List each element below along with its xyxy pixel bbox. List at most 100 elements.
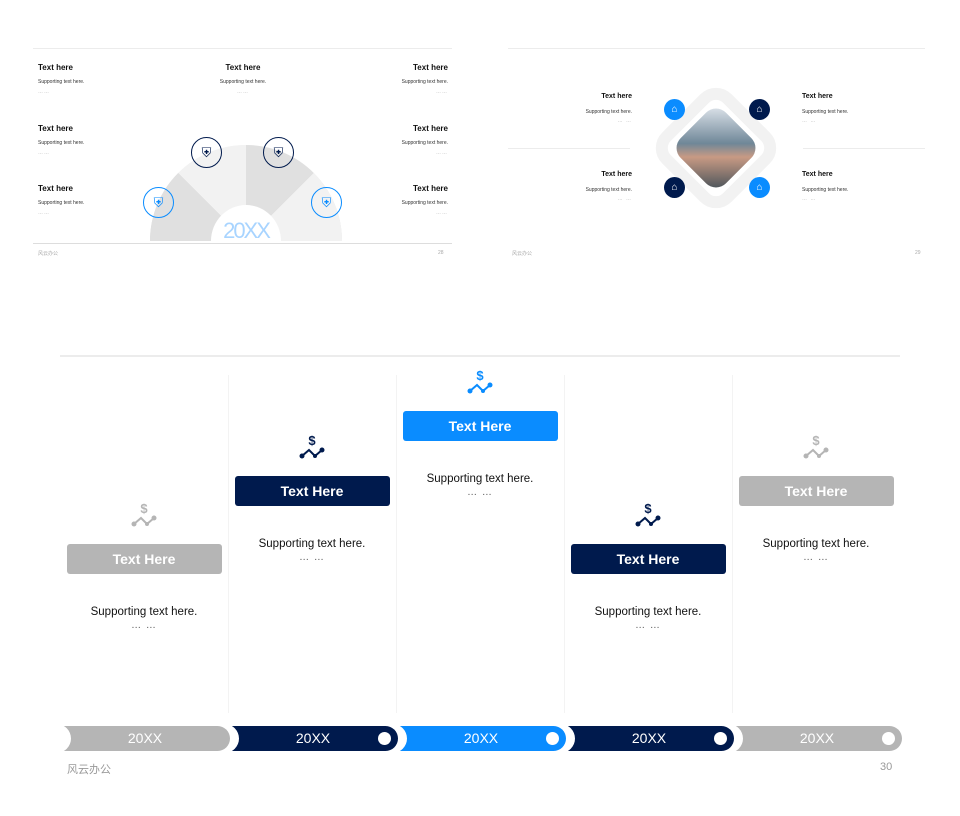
timeline-year-segment[interactable]: 20XX — [564, 726, 734, 751]
year-label: 20XX — [799, 730, 835, 746]
footer-brand: 风云办公 — [38, 251, 59, 257]
timeline-column: $ Text Here Supporting text here. … … — [60, 502, 228, 631]
divider — [508, 148, 630, 149]
divider — [803, 148, 925, 149]
column-divider — [732, 375, 733, 713]
item-title: Text here — [38, 63, 73, 72]
item-support: Supporting text here. — [802, 109, 849, 115]
dollar-trend-icon: $ — [60, 502, 228, 535]
item-support: Supporting text here. — [219, 79, 267, 85]
baseline — [33, 243, 452, 244]
timeline-dot — [714, 732, 727, 745]
shield-dollar-icon: ⛨ — [311, 187, 342, 218]
column-support: Supporting text here. — [762, 538, 870, 550]
column-title-button[interactable]: Text Here — [234, 476, 390, 506]
item-title: Text here — [601, 93, 632, 100]
column-divider — [564, 375, 565, 713]
item-support: Supporting text here. — [401, 79, 448, 85]
item-title: Text here — [38, 124, 73, 133]
footer-brand: 风云办公 — [512, 251, 533, 257]
item-dots: …… — [237, 89, 249, 95]
column-support: Supporting text here. — [426, 473, 534, 485]
item-dots: …… — [436, 89, 448, 95]
column-divider — [228, 375, 229, 713]
car-home-icon: ⌂ — [749, 99, 770, 120]
segment-notch — [396, 726, 407, 751]
segment-notch — [60, 726, 71, 751]
column-title-button[interactable]: Text Here — [402, 411, 558, 441]
item-support: Supporting text here. — [802, 187, 849, 193]
divider — [33, 48, 452, 49]
segment-notch — [564, 726, 575, 751]
dollar-trend-icon: $ — [396, 369, 564, 402]
item-dots: … … — [617, 196, 632, 202]
column-dots: … … — [467, 487, 493, 498]
item-title: Text here — [601, 171, 632, 178]
car-home-icon: ⌂ — [664, 177, 685, 198]
item-title: Text here — [413, 124, 448, 133]
page-number: 28 — [438, 250, 444, 256]
item-support: Supporting text here. — [38, 140, 85, 146]
item-dots: …… — [38, 89, 50, 95]
item-title: Text here — [225, 63, 261, 72]
year-label: 20XX — [631, 730, 667, 746]
item-title: Text here — [413, 63, 448, 72]
timeline-year-segment[interactable]: 20XX — [396, 726, 566, 751]
item-title: Text here — [802, 171, 833, 178]
timeline-year-segment[interactable]: 20XX — [732, 726, 902, 751]
shield-dollar-icon: ⛨ — [143, 187, 174, 218]
timeline-column: $ Text Here Supporting text here. … … — [564, 502, 732, 631]
column-divider — [396, 375, 397, 713]
column-support: Supporting text here. — [594, 606, 702, 618]
page-number: 29 — [915, 250, 921, 256]
year-label: 20XX — [127, 730, 163, 746]
timeline-column: $ Text Here Supporting text here. … … — [396, 369, 564, 498]
timeline-year-segment[interactable]: 20XX — [60, 726, 230, 751]
item-dots: … … — [617, 118, 632, 124]
item-title: Text here — [413, 184, 448, 193]
item-title: Text here — [38, 184, 73, 193]
item-support: Supporting text here. — [401, 140, 448, 146]
column-title-button[interactable]: Text Here — [570, 544, 726, 574]
divider — [60, 355, 900, 357]
item-dots: …… — [38, 210, 50, 216]
column-support: Supporting text here. — [258, 538, 366, 550]
column-dots: … … — [803, 552, 829, 563]
page-number: 30 — [880, 761, 893, 773]
dollar-trend-icon: $ — [564, 502, 732, 535]
year-label: 20XX — [463, 730, 499, 746]
column-support: Supporting text here. — [90, 606, 198, 618]
segment-notch — [732, 726, 743, 751]
timeline-column: $ Text Here Supporting text here. … … — [228, 434, 396, 563]
item-dots: …… — [436, 210, 448, 216]
item-support: Supporting text here. — [38, 79, 85, 85]
footer-brand: 风云办公 — [67, 764, 111, 776]
item-dots: …… — [436, 150, 448, 156]
item-support: Supporting text here. — [585, 187, 632, 193]
year-label: 20XX — [295, 730, 331, 746]
column-dots: … … — [635, 620, 661, 631]
dollar-trend-icon: $ — [732, 434, 900, 467]
column-title-button[interactable]: Text Here — [66, 544, 222, 574]
column-title-button[interactable]: Text Here — [738, 476, 894, 506]
item-dots: …… — [38, 150, 50, 156]
segment-notch — [228, 726, 239, 751]
timeline-dot — [546, 732, 559, 745]
shield-dollar-icon: ⛨ — [263, 137, 294, 168]
item-title: Text here — [802, 93, 833, 100]
timeline-year-segment[interactable]: 20XX — [228, 726, 398, 751]
center-year: 20XX — [223, 218, 271, 243]
item-dots: … … — [802, 118, 817, 124]
car-home-icon: ⌂ — [664, 99, 685, 120]
timeline-dot — [882, 732, 895, 745]
timeline-dot — [378, 732, 391, 745]
shield-dollar-icon: ⛨ — [191, 137, 222, 168]
timeline-column: $ Text Here Supporting text here. … … — [732, 434, 900, 563]
car-home-icon: ⌂ — [749, 177, 770, 198]
dollar-trend-icon: $ — [228, 434, 396, 467]
item-dots: … … — [802, 196, 817, 202]
item-support: Supporting text here. — [38, 200, 85, 206]
column-dots: … … — [131, 620, 157, 631]
item-support: Supporting text here. — [585, 109, 632, 115]
item-support: Supporting text here. — [401, 200, 448, 206]
